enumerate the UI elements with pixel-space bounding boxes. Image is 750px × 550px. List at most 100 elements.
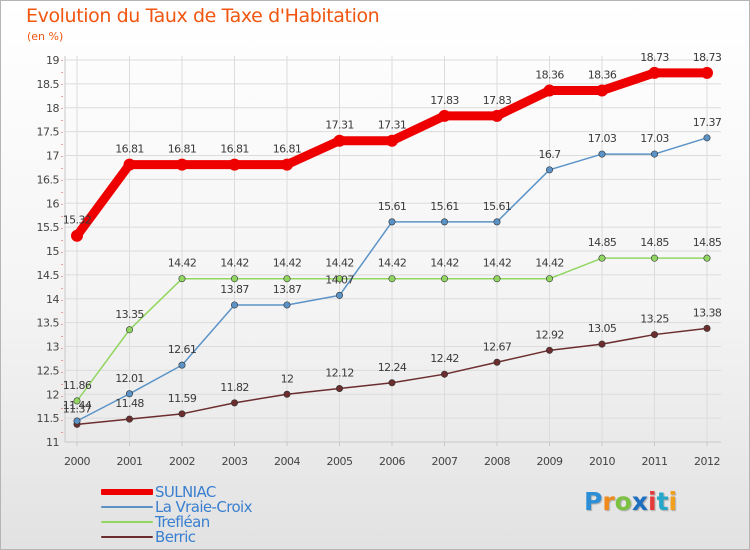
data-label: 14.85 <box>588 236 617 249</box>
legend-swatch <box>101 536 153 538</box>
logo-letter: i <box>648 487 657 516</box>
data-label: 11.44 <box>63 399 92 412</box>
logo-letter: r <box>602 487 615 516</box>
legend-label: SULNIAC <box>155 483 216 501</box>
y-tick-label: 15 <box>46 245 59 258</box>
data-point <box>335 291 343 299</box>
data-label: 11.86 <box>63 379 92 392</box>
y-tick-label: 12 <box>46 388 59 401</box>
data-label: 12.01 <box>115 372 144 385</box>
x-tick-label: 2004 <box>274 455 300 468</box>
y-tick-label: 17 <box>46 150 59 163</box>
data-label: 11.48 <box>115 397 144 410</box>
data-label: 15.32 <box>63 214 92 227</box>
data-point <box>596 84 608 97</box>
x-tick-label: 2010 <box>589 455 615 468</box>
x-tick-label: 2003 <box>222 455 248 468</box>
legend-label: La Vraie-Croix <box>155 498 252 516</box>
x-tick-label: 2011 <box>642 455 668 468</box>
data-point <box>598 150 606 158</box>
data-point <box>703 324 711 332</box>
data-label: 11.37 <box>63 402 92 415</box>
legend-label: Berric <box>155 528 196 546</box>
x-tick-label: 2006 <box>379 455 405 468</box>
data-label: 17.37 <box>693 116 722 129</box>
data-label: 12.92 <box>535 328 564 341</box>
data-label: 17.31 <box>325 119 354 132</box>
data-label: 18.73 <box>693 51 722 64</box>
data-label: 15.61 <box>430 200 459 213</box>
y-tick-label: 18 <box>46 102 59 115</box>
series <box>71 66 713 428</box>
logo-letter: P <box>584 487 603 516</box>
axes: 11 11.5 12 12.5 13 13.5 14 14.5 15 15.5 16 16.5 17 17… <box>37 54 721 468</box>
data-label: 17.83 <box>430 94 459 107</box>
data-label: 14.85 <box>640 236 669 249</box>
data-label: 15.61 <box>483 200 512 213</box>
data-label: 17.83 <box>483 94 512 107</box>
data-point <box>178 275 186 283</box>
y-tick-label: 14 <box>46 293 59 306</box>
data-label: 14.42 <box>430 257 459 270</box>
chart-subtitle: (en %) <box>27 30 64 43</box>
x-tick-label: 2005 <box>327 455 353 468</box>
data-label: 11.82 <box>220 381 249 394</box>
y-tick-label: 17.5 <box>37 126 60 139</box>
data-label: 13.87 <box>220 283 249 296</box>
data-label: 12.67 <box>483 340 512 353</box>
data-point <box>283 390 291 398</box>
x-tick-label: 2012 <box>694 455 720 468</box>
data-point <box>440 218 448 226</box>
y-tick-label: 11 <box>46 436 59 449</box>
data-label: 15.61 <box>378 200 407 213</box>
data-point <box>126 415 134 423</box>
data-point <box>650 254 658 262</box>
data-point <box>493 275 501 283</box>
data-label: 13.25 <box>640 313 669 326</box>
data-label: 12.24 <box>378 361 407 374</box>
data-label: 18.36 <box>588 69 617 82</box>
x-tick-label: 2007 <box>432 455 458 468</box>
data-label: 12.61 <box>168 343 197 356</box>
data-point <box>388 275 396 283</box>
data-label: 14.42 <box>273 257 302 270</box>
data-point <box>493 358 501 366</box>
data-point <box>386 134 398 147</box>
data-point <box>648 66 661 79</box>
y-tick-label: 11.5 <box>37 412 60 425</box>
data-point <box>178 410 186 418</box>
chart-title: Evolution du Taux de Taxe d'Habitation <box>26 5 380 27</box>
x-tick-label: 2000 <box>64 455 90 468</box>
data-label: 12 <box>281 372 294 385</box>
data-point <box>335 275 343 283</box>
y-tick-label: 16 <box>46 197 59 210</box>
y-tick-label: 12.5 <box>37 364 60 377</box>
data-label: 14.42 <box>535 257 564 270</box>
legend-swatch <box>101 506 153 508</box>
legend-swatch <box>101 489 153 495</box>
proxiti-logo: Proxiti <box>584 487 677 516</box>
data-label: 11.59 <box>168 392 197 405</box>
grid <box>65 56 721 443</box>
line-chart: 11 11.5 12 12.5 13 13.5 14 14.5 15 15.5 16 16.5 17 17… <box>37 51 723 468</box>
data-point <box>388 218 396 226</box>
data-point <box>231 301 239 309</box>
legend-label: Trefléan <box>155 513 210 531</box>
data-point <box>126 390 134 398</box>
data-point <box>178 361 186 369</box>
data-point <box>440 370 448 378</box>
data-label: 17.31 <box>378 119 407 132</box>
data-label: 13.05 <box>588 322 617 335</box>
y-tick-label: 16.5 <box>37 173 60 186</box>
x-tick-label: 2002 <box>169 455 195 468</box>
data-label: 14.42 <box>325 257 354 270</box>
y-tick-label: 14.5 <box>37 269 60 282</box>
data-point <box>281 158 293 171</box>
data-point <box>650 150 658 158</box>
data-label: 14.42 <box>483 257 512 270</box>
data-point <box>703 254 711 262</box>
data-label: 13.38 <box>693 306 722 319</box>
data-label: 13.87 <box>273 283 302 296</box>
data-label: 16.81 <box>168 143 197 156</box>
